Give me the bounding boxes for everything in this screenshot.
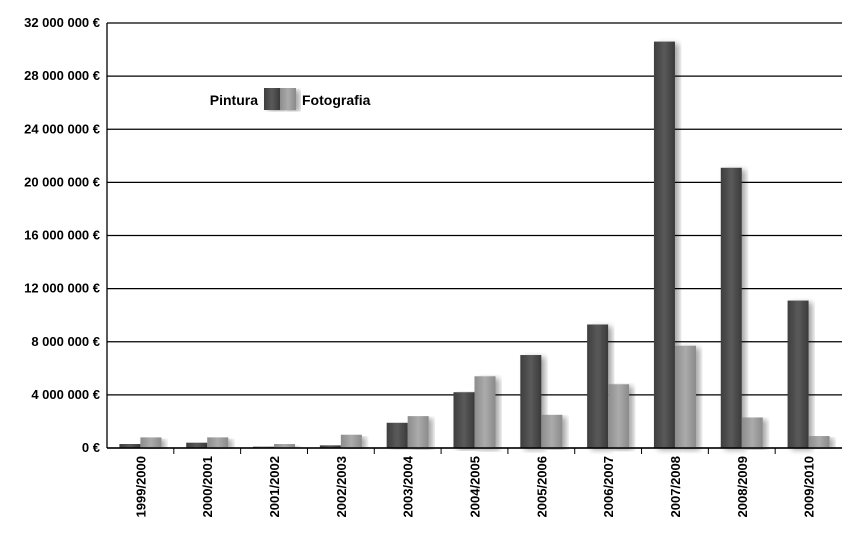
x-tick-label: 2003/2004 xyxy=(401,455,416,517)
bar-fotografia-2007-2008 xyxy=(674,345,696,448)
bar-pintura-2003-2004 xyxy=(386,422,408,448)
legend: Pintura Fotografia xyxy=(210,88,371,110)
bar-pintura-2002-2003 xyxy=(319,445,341,448)
x-tick-label: 2002/2003 xyxy=(334,456,349,517)
bar-fotografia-1999-2000 xyxy=(140,437,162,448)
legend-label-pintura: Pintura xyxy=(210,92,258,108)
x-tick-label: 2004/2005 xyxy=(468,456,483,517)
y-tick-label: 0 € xyxy=(82,440,100,455)
bar-fotografia-2008-2009 xyxy=(741,417,763,448)
y-tick-label: 12 000 000 € xyxy=(24,281,100,296)
legend-swatch-fotografia xyxy=(280,88,296,110)
y-tick-label: 20 000 000 € xyxy=(24,174,100,189)
x-tick-label: 1999/2000 xyxy=(133,456,148,517)
x-tick-label: 2006/2007 xyxy=(601,456,616,517)
y-tick-label: 24 000 000 € xyxy=(24,121,100,136)
bar-fotografia-2002-2003 xyxy=(340,434,362,448)
x-tick-label: 2000/2001 xyxy=(200,456,215,517)
legend-swatch-pintura xyxy=(264,88,280,110)
bar-fotografia-2009-2010 xyxy=(808,436,830,448)
bar-pintura-2000-2001 xyxy=(186,442,208,448)
y-tick-label: 4 000 000 € xyxy=(31,387,100,402)
legend-label-fotografia: Fotografia xyxy=(302,92,371,108)
x-tick-label: 2001/2002 xyxy=(267,456,282,517)
bar-fotografia-2004-2005 xyxy=(474,376,496,448)
y-axis-ticks: 0 € 4 000 000 € 8 000 000 € 12 000 000 € 16 … xyxy=(24,15,100,455)
bars xyxy=(119,41,830,448)
bar-pintura-1999-2000 xyxy=(119,444,141,448)
x-tick-label: 2009/2010 xyxy=(802,456,817,517)
x-tick-label: 2005/2006 xyxy=(534,456,549,517)
y-tick-label: 8 000 000 € xyxy=(31,334,100,349)
x-axis-ticks: 1999/2000 2000/2001 2001/2002 2002/2003 2003… xyxy=(107,447,842,517)
gridlines xyxy=(106,22,842,449)
bar-pintura-2009-2010 xyxy=(787,300,809,448)
bar-pintura-2007-2008 xyxy=(653,41,675,448)
bar-pintura-2004-2005 xyxy=(453,392,475,448)
x-tick-label: 2008/2009 xyxy=(735,456,750,517)
y-tick-label: 16 000 000 € xyxy=(24,228,100,243)
bar-fotografia-2006-2007 xyxy=(608,384,630,448)
bar-pintura-2005-2006 xyxy=(520,355,542,448)
bar-fotografia-2003-2004 xyxy=(407,416,429,448)
bar-pintura-2008-2009 xyxy=(720,167,742,448)
bar-fotografia-2001-2002 xyxy=(274,444,296,448)
bar-pintura-2006-2007 xyxy=(587,324,609,448)
bar-fotografia-2000-2001 xyxy=(207,437,229,448)
x-tick-label: 2007/2008 xyxy=(668,456,683,517)
y-tick-label: 28 000 000 € xyxy=(24,68,100,83)
y-tick-label: 32 000 000 € xyxy=(24,15,100,30)
bar-fotografia-2005-2006 xyxy=(541,414,563,448)
